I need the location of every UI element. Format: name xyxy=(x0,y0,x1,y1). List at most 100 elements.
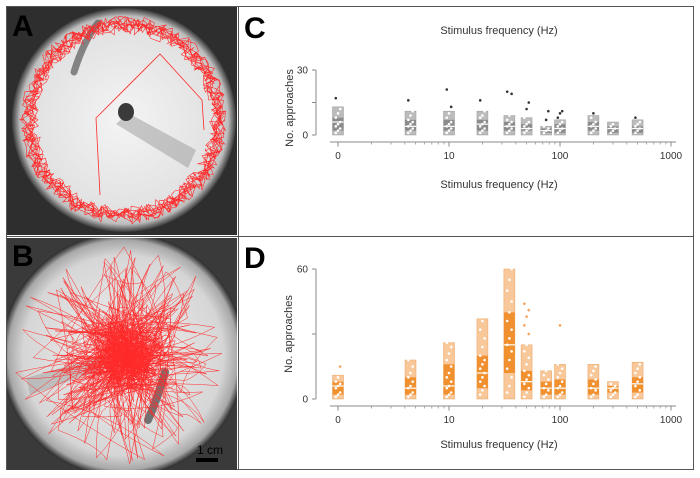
chart-d-data-point xyxy=(523,369,526,373)
trajectory-a-crossing xyxy=(95,53,205,196)
chart-c-data-point xyxy=(449,105,453,109)
chart-d-data-point xyxy=(589,373,593,377)
trajectory-b-path xyxy=(15,246,223,465)
panel-label-c: C xyxy=(244,12,266,45)
chart-d-data-point xyxy=(407,376,410,379)
chart-d-data-point xyxy=(547,389,550,392)
chart-d-data-point xyxy=(594,365,597,368)
chart-c-y-axis-label: No. approaches xyxy=(284,69,296,147)
chart-d-data-point xyxy=(556,363,560,366)
panel-label-d: D xyxy=(244,242,266,275)
chart-c-data-point xyxy=(478,99,482,102)
chart-d-data-point xyxy=(634,395,637,399)
chart-c-data-point xyxy=(589,131,593,135)
chart-d-x-tick-label: 1000 xyxy=(660,415,683,426)
chart-d-data-point xyxy=(638,363,642,366)
chart-c-data-point xyxy=(481,122,484,126)
chart-d-data-point xyxy=(334,380,338,383)
chart-c-data-point xyxy=(544,129,548,132)
chart-c-data-point xyxy=(334,96,338,100)
chart-c-data-point xyxy=(445,125,449,128)
chart-d-data-point xyxy=(558,384,562,388)
chart-d-data-point xyxy=(636,393,639,396)
chart-d-data-point xyxy=(636,367,639,370)
panel-b-photo xyxy=(7,238,237,470)
stimulus-rod-shadow-a xyxy=(116,113,196,168)
chart-d-data-point xyxy=(523,302,526,305)
chart-c-data-point xyxy=(445,131,449,135)
chart-d-data-point xyxy=(505,391,509,394)
chart-d-data-point xyxy=(334,395,338,399)
chart-c-data-point xyxy=(338,107,342,111)
chart-c-data-point xyxy=(478,131,482,135)
chart-d-data-point xyxy=(609,382,613,386)
chart-c-data-point xyxy=(523,131,526,135)
chart-c-data-point xyxy=(636,129,639,132)
chart-c-data-point xyxy=(542,125,546,128)
chart-c-data-point xyxy=(556,125,560,128)
chart-d-data-point xyxy=(336,376,340,379)
chart-d-iqr-box xyxy=(332,381,344,395)
chart-c-data-point xyxy=(411,127,415,130)
chart-d-data-point xyxy=(449,345,453,349)
chart-c-data-point xyxy=(634,125,637,128)
chart-c-data-point xyxy=(334,116,338,119)
chart-c-data-point xyxy=(407,99,410,102)
chart-d-iqr-box xyxy=(443,364,455,395)
chart-d-data-point xyxy=(447,384,451,388)
chart-d-data-point xyxy=(449,391,453,394)
chart-d-data-point xyxy=(525,315,528,318)
chart-d-y-tick-label: 0 xyxy=(302,395,308,406)
chart-c-x-tick-label: 10 xyxy=(443,151,455,162)
chart-c-data-point xyxy=(609,125,613,128)
chart-c-data-point xyxy=(523,125,526,128)
chart-d-data-point xyxy=(525,343,528,347)
chart-d-data-point xyxy=(547,378,550,381)
trajectory-b xyxy=(15,246,223,465)
chart-c-data-point xyxy=(505,90,509,93)
chart-c-data-point xyxy=(560,127,564,130)
chart-c: Stimulus frequency (Hz) Stimulus frequen… xyxy=(284,25,683,191)
chart-c-x-tick-label: 1000 xyxy=(660,151,683,162)
chart-c-data-point xyxy=(334,131,338,135)
chart-d-data-point xyxy=(445,376,449,379)
chart-d-data-point xyxy=(527,386,531,390)
chart-c-data-point xyxy=(411,120,415,124)
chart-d-data-point xyxy=(449,365,453,368)
chart-c-data-point xyxy=(411,109,415,113)
chart-d-data-point xyxy=(589,386,593,390)
chart-d-data-point xyxy=(527,356,531,360)
chart-d-data-point xyxy=(525,391,528,394)
chart-c-data-point xyxy=(525,129,528,132)
chart-d-data-point xyxy=(478,393,482,396)
chart-d-data-point xyxy=(409,393,412,396)
chart-d-data-point xyxy=(508,311,511,314)
chart-c-data-point xyxy=(592,122,595,126)
trajectory-a xyxy=(18,16,226,225)
chart-c-data-point xyxy=(558,129,562,132)
chart-c-data-point xyxy=(609,131,613,135)
chart-c-data-point xyxy=(447,122,451,126)
chart-d-x-tick-label: 100 xyxy=(552,415,569,426)
chart-c-data-point xyxy=(481,129,484,132)
chart-d-data-point xyxy=(407,386,410,390)
chart-c-data-point xyxy=(523,116,526,119)
chart-c-data-point xyxy=(407,125,410,128)
chart-c-data-point xyxy=(594,127,597,130)
chart-d-iqr-box xyxy=(503,312,515,373)
chart-d-x-tick-label: 10 xyxy=(443,415,455,426)
chart-c-x-axis-label: Stimulus frequency (Hz) xyxy=(440,179,557,191)
chart-d-data-point xyxy=(481,345,484,349)
chart-c-data-point xyxy=(613,127,617,130)
chart-d-data-point xyxy=(558,324,562,327)
chart-c-data-point xyxy=(449,120,453,124)
chart-d-data-point xyxy=(508,337,511,340)
chart-d-data-point xyxy=(508,384,511,388)
chart-c-data-point xyxy=(478,116,482,119)
chart-d-data-point xyxy=(478,367,482,370)
chart-d-data-point xyxy=(481,376,484,379)
chart-d-data-point xyxy=(508,358,511,362)
chart-c-data-point xyxy=(336,112,340,115)
chart-c-data-point xyxy=(589,125,593,128)
